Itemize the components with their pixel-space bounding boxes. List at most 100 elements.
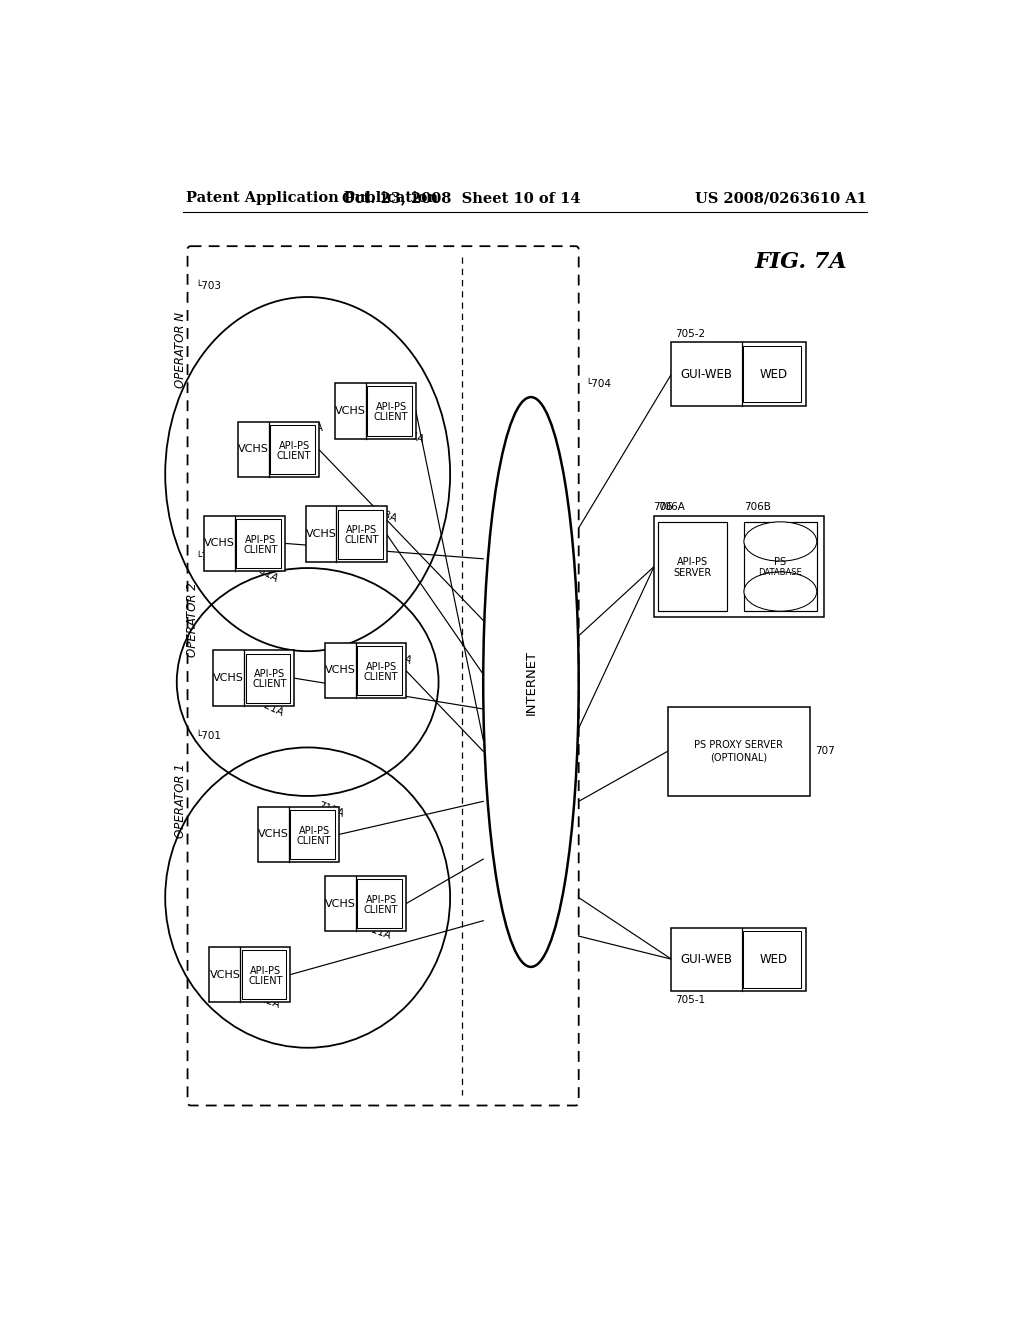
Text: VCHS: VCHS [213,673,244,684]
Text: OPERATOR 2: OPERATOR 2 [186,582,199,656]
Ellipse shape [744,521,817,561]
Bar [743,346,801,403]
Text: API-PS: API-PS [254,669,285,680]
Text: Oct. 23, 2008  Sheet 10 of 14: Oct. 23, 2008 Sheet 10 of 14 [342,191,581,206]
Bar [238,422,318,477]
Text: VCHS: VCHS [258,829,289,840]
Text: CLIENT: CLIENT [364,672,398,681]
Text: VCHS: VCHS [325,899,355,908]
Ellipse shape [744,572,817,611]
Text: CLIENT: CLIENT [252,680,287,689]
Text: 706A: 706A [658,502,685,512]
Bar [668,708,810,796]
Bar [270,425,314,474]
Text: OPERATOR N: OPERATOR N [174,313,187,388]
Text: 734A: 734A [396,426,425,445]
Text: US 2008/0263610 A1: US 2008/0263610 A1 [695,191,866,206]
Text: 733: 733 [323,552,343,561]
Bar [237,519,281,568]
Text: WED: WED [759,367,787,380]
Text: 732A: 732A [296,422,324,433]
Text: 711: 711 [344,921,364,931]
Text: 705-1: 705-1 [676,995,706,1005]
Text: 707: 707 [815,746,835,756]
Bar [290,810,335,859]
Text: CLIENT: CLIENT [364,906,398,915]
Text: 731A: 731A [252,562,280,583]
Text: 706B: 706B [744,502,771,512]
Text: 713A: 713A [316,800,346,818]
Text: 733A: 733A [370,506,398,524]
Text: 731: 731 [221,558,242,569]
Text: CLIENT: CLIENT [243,545,278,554]
Bar [213,651,294,706]
Bar [658,521,727,611]
Text: CLIENT: CLIENT [276,450,311,461]
Text: VCHS: VCHS [325,665,355,676]
Bar [204,516,285,572]
Text: VCHS: VCHS [335,407,366,416]
Text: 705-2: 705-2 [676,329,706,339]
Text: VCHS: VCHS [210,970,241,979]
Text: API-PS: API-PS [299,825,330,836]
Bar [672,342,806,405]
Bar [325,876,406,932]
Bar [357,879,401,928]
Text: CLIENT: CLIENT [345,536,379,545]
Text: └703: └703 [196,281,221,290]
Text: OPERATOR 1: OPERATOR 1 [174,763,187,838]
Text: └701: └701 [196,731,221,742]
Text: INTERNET: INTERNET [524,649,538,714]
Text: PS PROXY SERVER: PS PROXY SERVER [694,741,783,750]
Bar [743,931,801,987]
Text: 712A: 712A [252,991,281,1010]
Text: VCHS: VCHS [238,445,268,454]
Bar [210,946,291,1002]
Bar [325,643,406,698]
Text: CLIENT: CLIENT [374,412,409,422]
Bar [357,645,401,696]
Text: 721A: 721A [256,697,285,718]
Text: FIG. 7A: FIG. 7A [754,251,847,273]
Text: GUI-WEB: GUI-WEB [681,953,732,966]
Text: API-PS: API-PS [376,403,407,412]
Bar [654,516,823,616]
Text: API-PS: API-PS [250,966,282,975]
Text: └702: └702 [196,552,221,562]
Text: Patent Application Publication: Patent Application Publication [186,191,438,206]
Text: 711A: 711A [364,923,392,941]
Text: API-PS: API-PS [346,525,378,536]
Text: CLIENT: CLIENT [249,975,283,986]
Text: API-PS: API-PS [366,895,396,906]
Text: VCHS: VCHS [305,529,337,539]
Bar [258,807,339,862]
Text: SERVER: SERVER [674,568,712,578]
Text: WED: WED [759,953,787,966]
Text: API-PS: API-PS [245,535,275,545]
Bar [744,521,817,611]
Text: 722: 722 [345,647,365,656]
Text: 712: 712 [226,986,246,997]
Bar [306,507,387,562]
Bar [242,950,287,999]
Bar [246,653,290,702]
Text: API-PS: API-PS [677,557,709,566]
Text: 732: 732 [242,432,261,442]
Text: 713: 713 [275,810,295,821]
Bar [368,387,412,436]
Text: 734: 734 [352,385,372,396]
Text: PS: PS [774,557,786,566]
Bar [335,383,416,438]
Text: API-PS: API-PS [279,441,309,450]
Text: 722A: 722A [385,645,414,667]
Bar [672,928,806,991]
Text: API-PS: API-PS [366,661,396,672]
Text: DATABASE: DATABASE [759,568,802,577]
Text: └704: └704 [585,379,611,389]
Text: 721: 721 [229,693,249,704]
Text: VCHS: VCHS [204,539,234,548]
Text: CLIENT: CLIENT [297,836,332,846]
Text: (OPTIONAL): (OPTIONAL) [711,752,767,763]
Text: GUI-WEB: GUI-WEB [681,367,732,380]
Bar [338,510,383,558]
